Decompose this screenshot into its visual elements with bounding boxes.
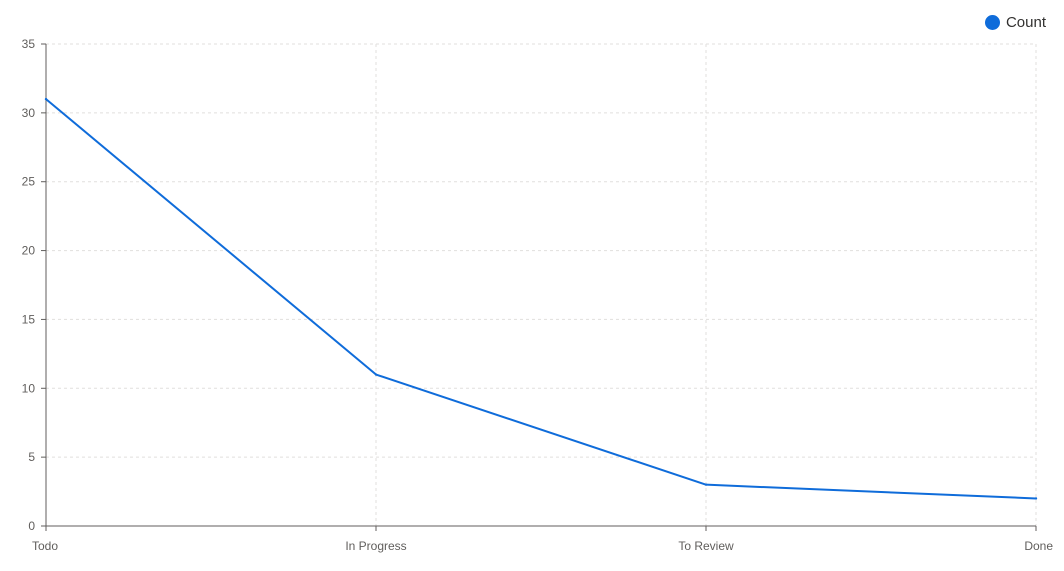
y-tick-label: 5 xyxy=(28,450,35,464)
y-tick-label: 10 xyxy=(22,381,36,395)
chart-legend[interactable]: Count xyxy=(984,14,1046,31)
legend-label-count: Count xyxy=(1005,14,1046,31)
data-point xyxy=(704,483,708,486)
series-line-count xyxy=(45,98,1037,500)
y-tick-label: 15 xyxy=(22,312,36,326)
y-tick-label: 35 xyxy=(22,37,36,51)
data-point xyxy=(1034,497,1038,500)
legend-marker-icon xyxy=(984,15,1000,30)
y-tick-label: 25 xyxy=(22,175,36,189)
y-tick-label: 20 xyxy=(22,244,36,258)
x-tick-label: In Progress xyxy=(345,539,406,553)
data-point xyxy=(44,97,48,101)
data-point xyxy=(374,373,378,376)
x-tick-label: Todo xyxy=(32,539,58,553)
x-tick-label: Done xyxy=(1024,539,1053,553)
y-tick-label: 30 xyxy=(22,106,36,120)
x-tick-label: To Review xyxy=(678,539,734,553)
y-tick-label: 0 xyxy=(28,519,35,533)
